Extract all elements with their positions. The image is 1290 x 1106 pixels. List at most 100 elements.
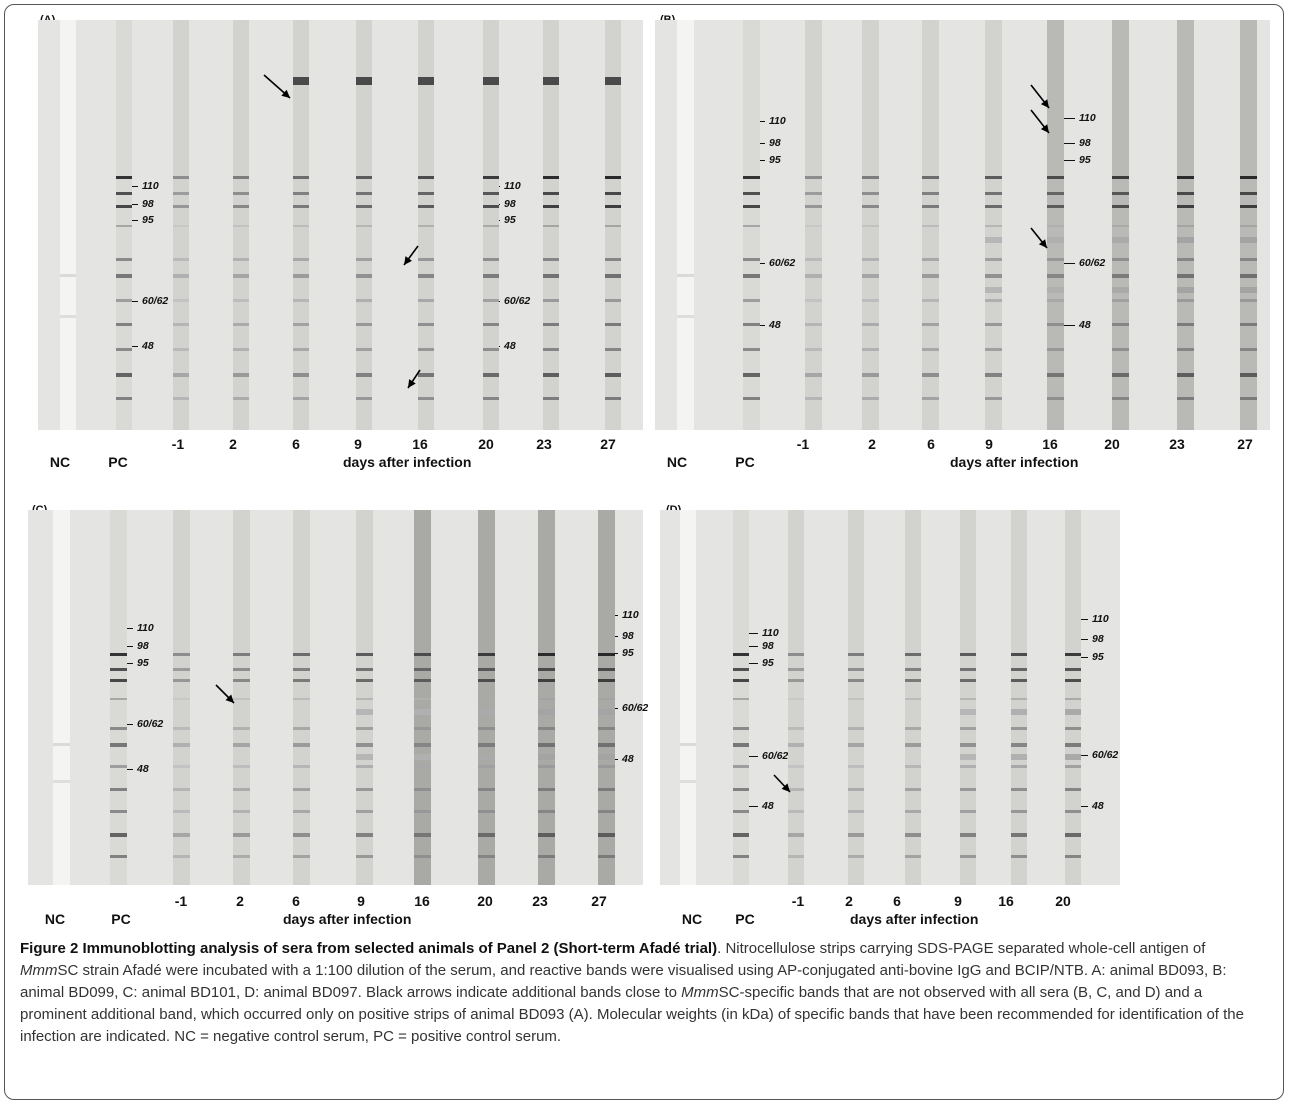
blot-band	[605, 348, 621, 351]
blot-band	[418, 258, 434, 261]
blot-band	[116, 225, 132, 227]
blot-band	[848, 727, 864, 730]
mw-label: 48	[1079, 319, 1091, 331]
mw-tick	[132, 186, 138, 187]
lane-label: 9	[357, 893, 365, 909]
blot-band	[110, 810, 127, 813]
blot-band	[1112, 348, 1129, 351]
blot-strip	[483, 20, 499, 430]
mw-label: 98	[1092, 633, 1104, 645]
blot-band	[1065, 765, 1081, 768]
blot-band	[743, 258, 760, 261]
blot-band	[788, 668, 804, 671]
immunoblot-image	[660, 510, 1120, 885]
blot-band	[605, 373, 621, 377]
mw-label: 98	[504, 198, 516, 210]
mw-tick	[1064, 263, 1075, 264]
blot-band	[598, 833, 615, 837]
blot-band	[905, 727, 921, 730]
blot-band	[985, 192, 1002, 195]
lane-label: 16	[1042, 436, 1058, 452]
blot-band	[478, 788, 495, 791]
blot-band	[743, 397, 760, 400]
blot-band	[1011, 698, 1027, 700]
blot-band	[414, 709, 431, 715]
lane-label: PC	[108, 454, 128, 470]
blot-band	[1112, 176, 1129, 179]
blot-band	[605, 192, 621, 195]
blot-band	[733, 668, 749, 671]
blot-band	[538, 754, 555, 760]
blot-band	[805, 299, 822, 302]
blot-band	[356, 225, 372, 227]
blot-band	[356, 855, 373, 858]
blot-band	[414, 653, 431, 656]
blot-band	[905, 833, 921, 837]
mw-label: 60/62	[142, 295, 169, 307]
blot-band	[1240, 274, 1257, 278]
blot-band	[805, 397, 822, 400]
blot-band	[116, 323, 132, 326]
blot-band	[483, 397, 499, 400]
blot-band	[356, 709, 373, 715]
blot-band	[905, 788, 921, 791]
blot-strip	[233, 20, 249, 430]
blot-band	[922, 225, 939, 227]
blot-band	[985, 323, 1002, 326]
blot-band	[173, 810, 190, 813]
blot-strip	[985, 20, 1002, 430]
blot-band	[733, 698, 749, 700]
blot-band	[110, 833, 127, 837]
blot-band	[1047, 274, 1064, 278]
lane-label: 9	[354, 436, 362, 452]
blot-band	[862, 348, 879, 351]
blot-band	[233, 274, 249, 278]
blot-band	[862, 258, 879, 261]
blot-band	[543, 348, 559, 351]
blot-band	[922, 258, 939, 261]
blot-band	[418, 397, 434, 400]
blot-band	[538, 788, 555, 791]
blot-band	[293, 698, 310, 700]
blot-band	[116, 299, 132, 302]
blot-band	[483, 176, 499, 179]
blot-band	[1240, 299, 1257, 302]
blot-band	[483, 258, 499, 261]
blot-band	[418, 77, 434, 85]
blot-band	[414, 765, 431, 768]
lane-label: 27	[1237, 436, 1253, 452]
mw-label: 48	[504, 340, 516, 352]
blot-band	[1240, 373, 1257, 377]
caption-text-2: SC strain Afadé were incubated with a 1:…	[20, 962, 1227, 1001]
blot-band	[483, 192, 499, 195]
blot-band	[905, 653, 921, 656]
blot-band	[960, 788, 976, 791]
blot-band	[233, 205, 249, 208]
blot-band	[985, 348, 1002, 351]
blot-band	[905, 668, 921, 671]
blot-band	[848, 743, 864, 747]
blot-band	[543, 77, 559, 85]
mw-label: 95	[142, 214, 154, 226]
blot-band	[478, 679, 495, 682]
blot-band	[788, 653, 804, 656]
lane-label: 16	[998, 893, 1014, 909]
blot-band	[293, 855, 310, 858]
blot-band	[1112, 237, 1129, 243]
blot-band	[356, 743, 373, 747]
blot-band	[960, 754, 976, 760]
blot-band	[233, 765, 250, 768]
blot-band	[483, 348, 499, 351]
blot-band	[733, 743, 749, 747]
mw-tick	[1064, 143, 1075, 144]
blot-band	[733, 679, 749, 682]
blot-strip	[805, 20, 822, 430]
blot-band	[1011, 765, 1027, 768]
blot-band	[788, 743, 804, 747]
blot-strip	[677, 20, 694, 430]
mw-label: 98	[137, 640, 149, 652]
blot-band	[598, 765, 615, 768]
blot-band	[293, 258, 309, 261]
lane-label: 27	[591, 893, 607, 909]
blot-band	[1065, 754, 1081, 760]
